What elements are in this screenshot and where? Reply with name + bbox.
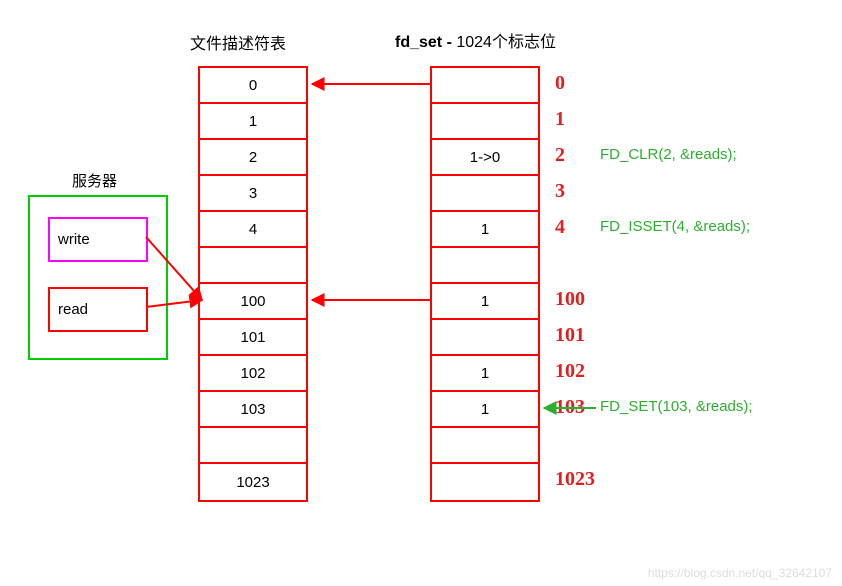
fd-set-cell [432,320,538,356]
fd-table-cell: 2 [200,140,306,176]
fd-set-cell [432,428,538,464]
fd-set-header: fd_set - 1024个标志位 [395,28,556,52]
fd-set-cell: 1 [432,212,538,248]
read-label: read [58,301,88,318]
fd-table-cell: 102 [200,356,306,392]
write-label: write [58,231,90,248]
fd-table-cell: 101 [200,320,306,356]
write-box: write [48,217,148,262]
fn-clr-label: FD_CLR(2, &reads); [600,146,737,163]
fd-table-cell: 100 [200,284,306,320]
fd-set-prefix: fd_set - [395,34,452,51]
fd-set-cell: 1 [432,284,538,320]
fn-isset-label: FD_ISSET(4, &reads); [600,218,750,235]
hw-index: 102 [555,360,585,383]
hw-index: 3 [555,180,565,203]
fd-set-cell [432,104,538,140]
fd-set-cell: 1 [432,392,538,428]
fd-set-cell: 1 [432,356,538,392]
fd-table-cell: 3 [200,176,306,212]
fd-set-cell [432,176,538,212]
read-box: read [48,287,148,332]
hw-index: 1 [555,108,565,131]
fn-set-label: FD_SET(103, &reads); [600,398,753,415]
watermark: https://blog.csdn.net/qq_32642107 [648,566,832,580]
fd-set-cell: 1->0 [432,140,538,176]
fd-table-cell: 4 [200,212,306,248]
fd-set-suffix: 1024个标志位 [452,34,556,51]
fd-set-table: 1->01111 [430,66,540,502]
fd-table-cell: 1 [200,104,306,140]
fd-table-cell [200,248,306,284]
fd-table: 01234 100101102103 1023 [198,66,308,502]
hw-index: 100 [555,288,585,311]
fd-table-cell: 0 [200,68,306,104]
hw-index: 2 [555,144,565,167]
hw-index: 103 [555,396,585,419]
server-label: 服务器 [72,170,117,191]
hw-index: 101 [555,324,585,347]
fd-table-header: 文件描述符表 [190,30,286,54]
hw-index: 4 [555,216,565,239]
fd-table-cell [200,428,306,464]
fd-table-cell: 103 [200,392,306,428]
hw-index: 1023 [555,468,595,491]
fd-set-cell [432,464,538,500]
fd-set-cell [432,248,538,284]
fd-table-cell: 1023 [200,464,306,500]
fd-set-cell [432,68,538,104]
server-box: write read [28,195,168,360]
hw-index: 0 [555,72,565,95]
